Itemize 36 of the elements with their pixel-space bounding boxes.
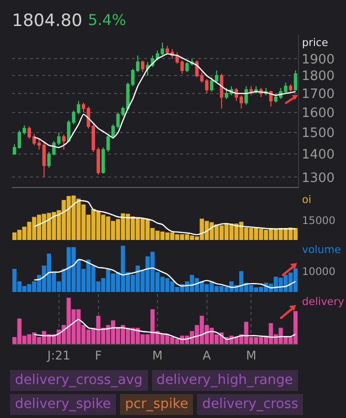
x-tick-label: M — [246, 348, 256, 362]
y-axis-title: delivery — [302, 296, 344, 308]
text: 10000 — [302, 266, 336, 278]
text: delivery_high_range — [152, 370, 298, 391]
candlestick — [249, 86, 253, 96]
y-axis-title: oi — [302, 194, 312, 206]
candlestick — [140, 60, 144, 73]
y-tick-label: 1800 — [302, 69, 335, 84]
candlestick — [62, 134, 66, 150]
candlestick — [210, 76, 214, 92]
x-tick-label: J:21 — [46, 348, 70, 362]
line-series — [34, 53, 296, 148]
x-tick-label: F — [94, 348, 102, 362]
candlestick — [244, 86, 248, 106]
chart-title: 1804.80 — [12, 10, 82, 31]
y-tick-label: 1300 — [302, 170, 335, 186]
text: delivery_spike — [10, 394, 116, 415]
chart-subtitle: 5.4% — [88, 11, 126, 29]
y-tick-label: 1900 — [302, 52, 335, 68]
y-tick-label: 1700 — [302, 87, 335, 102]
y-tick-label: 1600 — [302, 106, 335, 121]
y-tick-label: 1400 — [302, 148, 335, 163]
text: delivery_cross — [197, 394, 304, 415]
candlestick — [294, 70, 298, 92]
candlestick — [214, 70, 218, 84]
y-tick-label: 1500 — [302, 126, 335, 142]
y-axis-title: volume — [302, 244, 341, 256]
candlestick — [269, 90, 273, 108]
candlestick — [288, 84, 292, 92]
x-tick-label: M — [152, 348, 163, 362]
text: pcr_spike — [120, 394, 194, 415]
x-tick-label: A — [202, 348, 212, 362]
candlestick — [220, 73, 224, 110]
text: delivery_cross_avg — [10, 370, 148, 391]
y-axis-title: price — [302, 37, 328, 49]
text: 15000 — [302, 215, 336, 227]
